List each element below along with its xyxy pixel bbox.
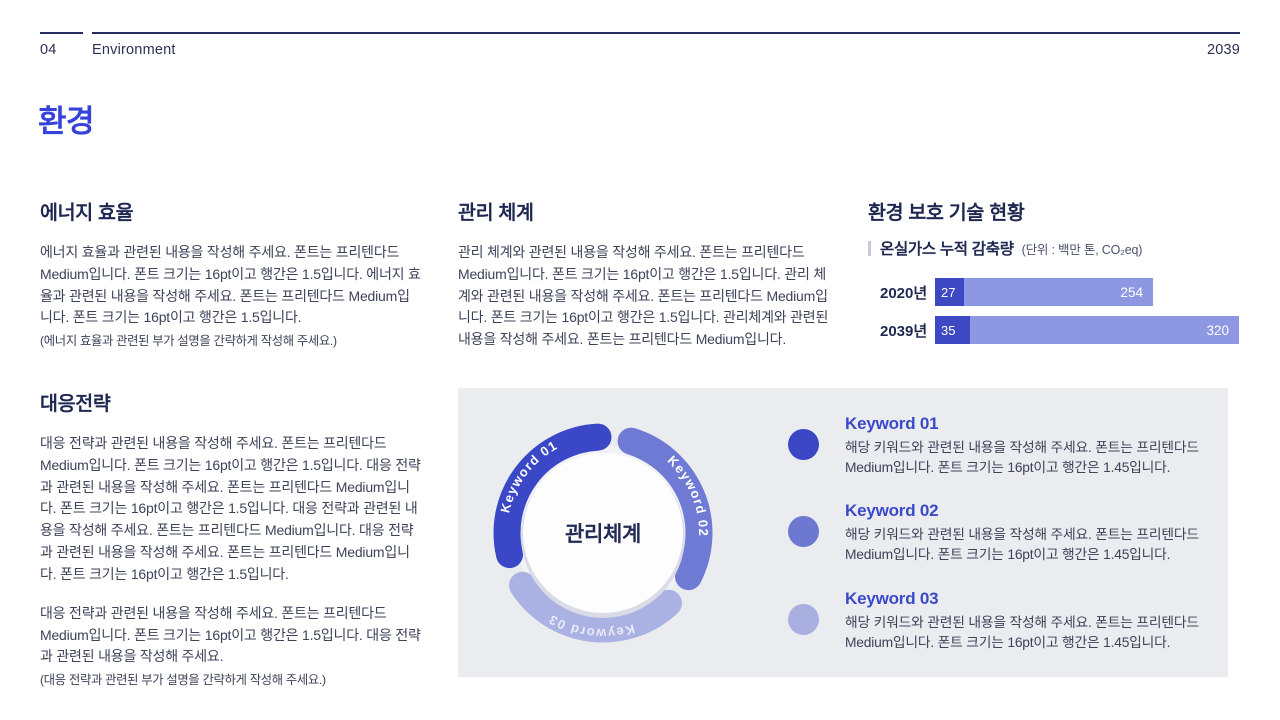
ring-segment-keyword-01 — [493, 423, 612, 569]
bar-2039-start-segment: 35 — [935, 316, 970, 344]
section-energy-note: (에너지 효율과 관련된 부가 설명을 간략하게 작성해 주세요.) — [40, 334, 337, 349]
keyword-03-body: 해당 키워드와 관련된 내용을 작성해 주세요. 폰트는 프리텐다드 Mediu… — [845, 615, 1199, 651]
page-number: 04 — [40, 42, 57, 58]
bar-row-2039: 2039년 35 320 — [868, 316, 1240, 344]
bar-2020: 27 254 — [935, 278, 1153, 306]
keyword-01-body: 해당 키워드와 관련된 내용을 작성해 주세요. 폰트는 프리텐다드 Mediu… — [845, 440, 1199, 476]
bar-2039-cumulative-value: 320 — [1206, 322, 1229, 338]
chart-unit-label: (단위 : 백만 톤, CO₂eq) — [1021, 243, 1143, 257]
subtitle-tick-bar — [868, 240, 871, 256]
keyword-03-dot — [788, 604, 819, 635]
chart-subtitle-row: 온실가스 누적 감축량 (단위 : 백만 톤, CO₂eq) — [868, 237, 1142, 259]
ring-segment-keyword-02 — [617, 427, 713, 591]
keyword-03-item: Keyword 03 해당 키워드와 관련된 내용을 작성해 주세요. 폰트는 … — [845, 589, 1201, 654]
section-strategy: 대응전략 대응 전략과 관련된 내용을 작성해 주세요. 폰트는 프리텐다드 M… — [40, 387, 422, 690]
section-management: 관리 체계 관리 체계와 관련된 내용을 작성해 주세요. 폰트는 프리텐다드 … — [458, 196, 838, 351]
bar-2020-cumulative-segment: 254 — [964, 278, 1153, 306]
bar-row-2020: 2020년 27 254 — [868, 278, 1240, 306]
section-strategy-note: (대응 전략과 관련된 부가 설명을 간략하게 작성해 주세요.) — [40, 673, 326, 688]
section-management-body: 관리 체계와 관련된 내용을 작성해 주세요. 폰트는 프리텐다드 Medium… — [458, 244, 829, 348]
bar-2020-start-value: 27 — [941, 284, 956, 300]
bar-2020-cumulative-value: 254 — [1120, 284, 1143, 300]
management-ring-diagram: 관리체계 Keyword 01 Keyword 02 Keyword 03 — [493, 423, 713, 643]
keyword-02-body: 해당 키워드와 관련된 내용을 작성해 주세요. 폰트는 프리텐다드 Mediu… — [845, 527, 1199, 563]
ring-segment-keyword-03 — [509, 571, 682, 643]
section-strategy-body-2: 대응 전략과 관련된 내용을 작성해 주세요. 폰트는 프리텐다드 Medium… — [40, 604, 421, 665]
bar-2039-cumulative-segment: 320 — [970, 316, 1239, 344]
page-title: 환경 — [38, 104, 95, 139]
center-disc — [523, 453, 683, 613]
section-management-heading: 관리 체계 — [458, 202, 534, 224]
diagram-center-label: 관리체계 — [565, 523, 641, 546]
keyword-01-item: Keyword 01 해당 키워드와 관련된 내용을 작성해 주세요. 폰트는 … — [845, 414, 1201, 479]
bar-2039: 35 320 — [935, 316, 1239, 344]
keyword-02-dot — [788, 516, 819, 547]
section-strategy-heading: 대응전략 — [40, 393, 111, 415]
keyword-01-title: Keyword 01 — [845, 414, 939, 433]
bar-label-2039: 2039년 — [880, 322, 928, 340]
keyword-01-dot — [788, 429, 819, 460]
chart-title: 온실가스 누적 감축량 — [880, 241, 1014, 258]
keyword-02-item: Keyword 02 해당 키워드와 관련된 내용을 작성해 주세요. 폰트는 … — [845, 501, 1201, 566]
section-energy-body: 에너지 효율과 관련된 내용을 작성해 주세요. 폰트는 프리텐다드 Mediu… — [40, 244, 421, 326]
management-diagram-panel: 관리체계 Keyword 01 Keyword 02 Keyword 03 Ke… — [458, 388, 1228, 677]
section-strategy-body-1: 대응 전략과 관련된 내용을 작성해 주세요. 폰트는 프리텐다드 Medium… — [40, 435, 421, 582]
header-year: 2039 — [1206, 42, 1240, 58]
header-rule-short — [40, 32, 83, 34]
header-rule-long — [92, 32, 1240, 34]
section-tech-status: 환경 보호 기술 현황 온실가스 누적 감축량 (단위 : 백만 톤, CO₂e… — [868, 196, 1240, 376]
keyword-02-title: Keyword 02 — [845, 501, 939, 520]
bar-2020-start-segment: 27 — [935, 278, 964, 306]
keyword-03-title: Keyword 03 — [845, 589, 939, 608]
bar-2039-start-value: 35 — [941, 322, 956, 338]
section-energy: 에너지 효율 에너지 효율과 관련된 내용을 작성해 주세요. 폰트는 프리텐다… — [40, 196, 422, 351]
bar-label-2020: 2020년 — [880, 284, 928, 302]
header-section-label: Environment — [92, 42, 176, 58]
ghg-bar-chart: 2020년 27 254 2039년 35 320 — [868, 278, 1240, 354]
section-energy-heading: 에너지 효율 — [40, 202, 134, 224]
section-tech-heading: 환경 보호 기술 현황 — [868, 202, 1025, 224]
